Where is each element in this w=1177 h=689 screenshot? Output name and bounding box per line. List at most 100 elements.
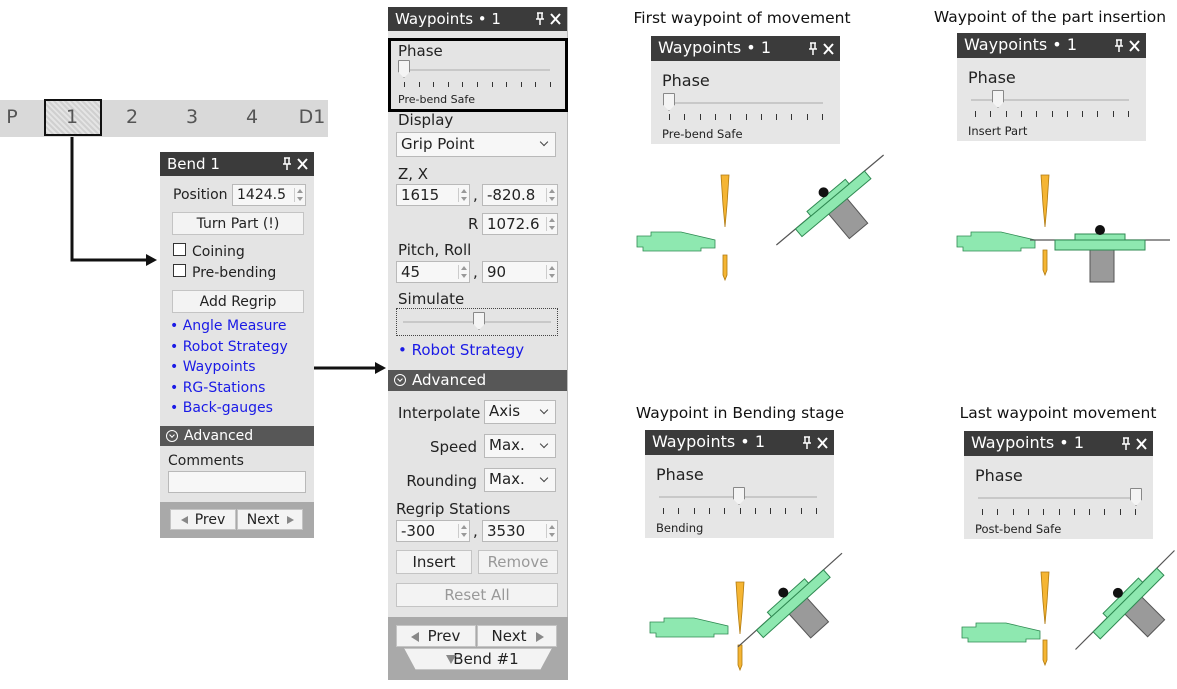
tab-label[interactable]: 1 bbox=[65, 106, 79, 128]
tick bbox=[806, 114, 808, 120]
slider-value: Post-bend Safe bbox=[975, 522, 1062, 536]
slider-thumb[interactable] bbox=[1130, 488, 1142, 506]
checkbox-label: Pre-bending bbox=[192, 265, 277, 281]
section-header[interactable]: Advanced bbox=[160, 426, 314, 446]
slider-thumb[interactable] bbox=[992, 90, 1004, 108]
bend-button[interactable]: Bend #1 bbox=[404, 648, 552, 670]
link[interactable]: • Back-gauges bbox=[170, 400, 273, 416]
slider-thumb[interactable] bbox=[733, 487, 745, 505]
dropdown[interactable]: Max. bbox=[484, 468, 556, 492]
tick bbox=[714, 114, 716, 120]
link[interactable]: • Robot Strategy bbox=[398, 341, 525, 359]
tick bbox=[1043, 509, 1045, 515]
panel-controls[interactable] bbox=[533, 12, 563, 26]
button-label: Turn Part (!) bbox=[196, 216, 280, 232]
slider-thumb[interactable] bbox=[663, 93, 675, 111]
button-label: Insert bbox=[412, 553, 456, 571]
checkbox[interactable] bbox=[173, 264, 186, 277]
tab-label[interactable]: P bbox=[6, 106, 18, 128]
panel-controls[interactable] bbox=[280, 157, 310, 171]
roll-input[interactable]: 90 bbox=[482, 261, 558, 283]
z-input[interactable]: 1615 bbox=[396, 184, 470, 206]
button[interactable]: Add Regrip bbox=[172, 290, 304, 313]
display-dropdown[interactable]: Grip Point bbox=[396, 132, 556, 157]
tick bbox=[1020, 111, 1022, 117]
button[interactable]: Turn Part (!) bbox=[172, 212, 304, 235]
label: Simulate bbox=[398, 290, 465, 308]
tick bbox=[822, 114, 823, 120]
panel-controls[interactable] bbox=[806, 42, 836, 56]
label: Rounding bbox=[406, 472, 477, 490]
next-button[interactable]: Next bbox=[237, 509, 303, 530]
bend-panel: Bend 1 Position 1424.5 Turn Part (!) Coi… bbox=[160, 152, 314, 538]
tick bbox=[693, 508, 695, 514]
tick bbox=[754, 508, 756, 514]
position-input[interactable]: 1424.5 bbox=[232, 184, 306, 206]
button[interactable]: Remove bbox=[478, 550, 558, 574]
label: R bbox=[468, 215, 479, 233]
tick bbox=[663, 508, 664, 514]
link[interactable]: • Robot Strategy bbox=[170, 339, 288, 355]
simulate-slider[interactable] bbox=[396, 308, 558, 336]
panel-controls[interactable] bbox=[1119, 437, 1149, 451]
tick bbox=[506, 82, 508, 87]
checkbox-label: Coining bbox=[192, 244, 245, 260]
tab-selected[interactable] bbox=[44, 99, 102, 136]
dropdown[interactable]: Axis bbox=[484, 400, 556, 424]
caption: Last waypoint movement bbox=[959, 404, 1157, 422]
panel-controls[interactable] bbox=[800, 436, 830, 450]
pitch-input[interactable]: 45 bbox=[396, 261, 470, 283]
tab-label[interactable]: 2 bbox=[125, 106, 139, 128]
tick bbox=[739, 508, 741, 514]
next-button[interactable]: Next bbox=[477, 625, 557, 647]
label: Phase bbox=[398, 42, 443, 60]
slider-value: Insert Part bbox=[968, 124, 1028, 138]
slider-track bbox=[978, 497, 1136, 499]
robot bbox=[1030, 225, 1170, 283]
tick bbox=[708, 508, 710, 514]
value: Max. bbox=[489, 470, 525, 488]
label: Speed bbox=[429, 438, 477, 456]
slider-thumb[interactable] bbox=[398, 60, 410, 78]
prev-button[interactable]: Prev bbox=[170, 509, 236, 530]
robot bbox=[1075, 550, 1175, 650]
value: -820.8 bbox=[487, 186, 536, 204]
checkbox[interactable] bbox=[173, 243, 186, 256]
caption: Waypoint in Bending stage bbox=[635, 404, 845, 422]
dropdown[interactable]: Max. bbox=[484, 434, 556, 458]
illustration-shape bbox=[961, 622, 1041, 643]
regrip-input[interactable]: 3530 bbox=[482, 520, 558, 542]
tick bbox=[462, 82, 464, 87]
tick bbox=[760, 114, 762, 120]
section-title: Advanced bbox=[184, 428, 254, 444]
waypoints-panel: Waypoints • 1 Phase Bending bbox=[645, 430, 834, 538]
illustration-shape bbox=[1040, 174, 1050, 228]
label: Phase bbox=[968, 68, 1016, 87]
slider-track bbox=[971, 99, 1129, 101]
label: Comments bbox=[168, 453, 244, 469]
section-header[interactable]: Advanced bbox=[388, 370, 567, 391]
value: 1072.6 bbox=[487, 215, 540, 233]
x-input[interactable]: -820.8 bbox=[482, 184, 558, 206]
tick bbox=[418, 82, 420, 87]
tick bbox=[1082, 111, 1084, 117]
link[interactable]: • Waypoints bbox=[170, 359, 256, 375]
panel-title: Waypoints • 1 bbox=[971, 433, 1084, 452]
link[interactable]: • Angle Measure bbox=[170, 318, 287, 334]
highlight-box bbox=[388, 38, 568, 112]
r-input[interactable]: 1072.6 bbox=[482, 213, 558, 235]
tick bbox=[770, 508, 772, 514]
button[interactable]: Insert bbox=[396, 550, 472, 574]
tab-label[interactable]: D1 bbox=[298, 106, 326, 128]
regrip-input[interactable]: -300 bbox=[396, 520, 470, 542]
comments-input[interactable] bbox=[168, 471, 306, 493]
tick bbox=[1089, 509, 1091, 515]
label: Pitch, Roll bbox=[398, 241, 472, 259]
tick bbox=[982, 509, 983, 515]
prev-button[interactable]: Prev bbox=[396, 625, 476, 647]
button[interactable]: Reset All bbox=[396, 583, 558, 607]
link[interactable]: • RG-Stations bbox=[170, 380, 266, 396]
tab-label[interactable]: 4 bbox=[245, 106, 259, 128]
tab-label[interactable]: 3 bbox=[185, 106, 199, 128]
panel-controls[interactable] bbox=[1112, 39, 1142, 53]
